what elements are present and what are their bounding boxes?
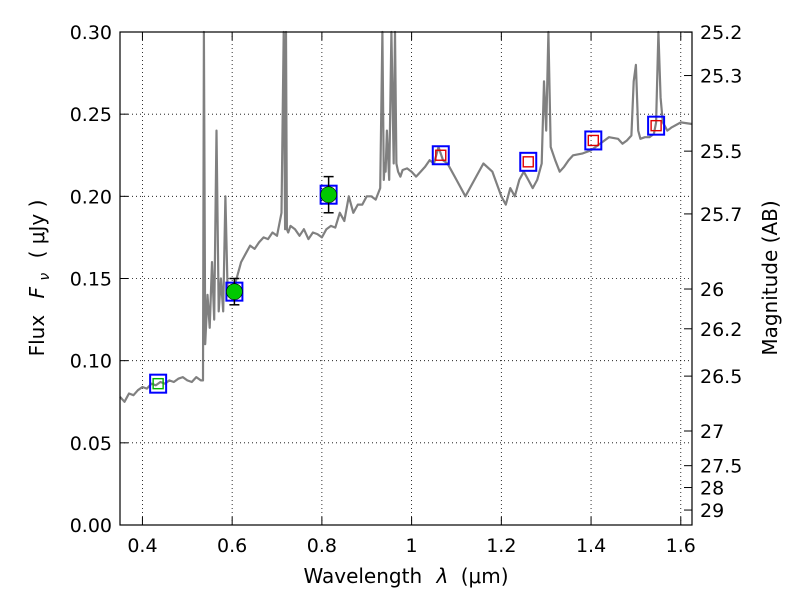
- band-box-inner: [650, 119, 662, 132]
- x-tick-label: 0.4: [127, 535, 157, 557]
- y2-tick-label: 25.3: [700, 66, 742, 88]
- sed-line: [119, 30, 693, 403]
- y2-tick-label: 26.5: [700, 366, 742, 388]
- y2-tick-label: 27.5: [700, 456, 742, 478]
- y2-tick-label: 26.2: [700, 319, 742, 341]
- y-axis-label: Flux F ν ( μJy ): [25, 200, 54, 357]
- x-tick-label: 1.4: [576, 535, 606, 557]
- y2-axis-label: Magnitude (AB): [758, 200, 782, 355]
- band-box: [519, 151, 538, 172]
- y-tick-label: 0.15: [70, 269, 112, 291]
- observed-point: [226, 283, 243, 300]
- y2-tick-label: 25.5: [700, 141, 742, 163]
- x-axis-label-text: Wavelength: [303, 564, 422, 588]
- y2-tick-label: 28: [700, 478, 724, 500]
- band-box: [647, 115, 666, 136]
- ticks: 0.4 0.6 0.8 1 1.2 1.4 1.6 0.00 0.05 0.10 0.15 0.20 0…: [70, 22, 743, 557]
- band-box-inner: [587, 134, 600, 147]
- y-tick-label: 0.10: [70, 351, 112, 373]
- x-tick-label: 1: [406, 535, 418, 557]
- y2-tick-label: 27: [700, 421, 724, 443]
- x-tick-label: 0.6: [217, 535, 247, 557]
- band-box: [149, 373, 168, 394]
- band-box-inner: [522, 156, 534, 168]
- y-tick-label: 0.00: [70, 515, 112, 537]
- y2-tick-label: 26: [700, 279, 724, 301]
- y2-tick-label: 25.7: [700, 204, 742, 226]
- series-layer: [119, 30, 693, 403]
- y-axis-label-unit: ( μJy ): [25, 200, 49, 259]
- y-axis-label-text: Flux: [25, 315, 49, 357]
- y-tick-label: 0.25: [70, 104, 112, 126]
- observed-points: [226, 175, 337, 306]
- y-axis-label-symbol: F: [25, 286, 49, 298]
- y2-tick-label: 25.2: [700, 22, 742, 44]
- y-tick-label: 0.30: [70, 22, 112, 44]
- x-axis-label-unit: (μm): [461, 564, 509, 588]
- y2-tick-label: 29: [700, 500, 724, 522]
- x-tick-label: 0.8: [307, 535, 337, 557]
- x-axis-label: Wavelength λ (μm): [303, 564, 508, 588]
- y-axis-label-subscript: ν: [37, 273, 53, 281]
- x-tick-label: 1.2: [486, 535, 516, 557]
- y-tick-label: 0.05: [70, 433, 112, 455]
- observed-point: [320, 186, 337, 203]
- x-axis-label-symbol: λ: [436, 564, 449, 588]
- y-tick-label: 0.20: [70, 186, 112, 208]
- band-box-inner: [435, 149, 447, 161]
- band-box: [431, 145, 450, 166]
- band-box: [584, 130, 603, 151]
- band-box-inner: [152, 377, 164, 390]
- x-tick-label: 1.6: [666, 535, 696, 557]
